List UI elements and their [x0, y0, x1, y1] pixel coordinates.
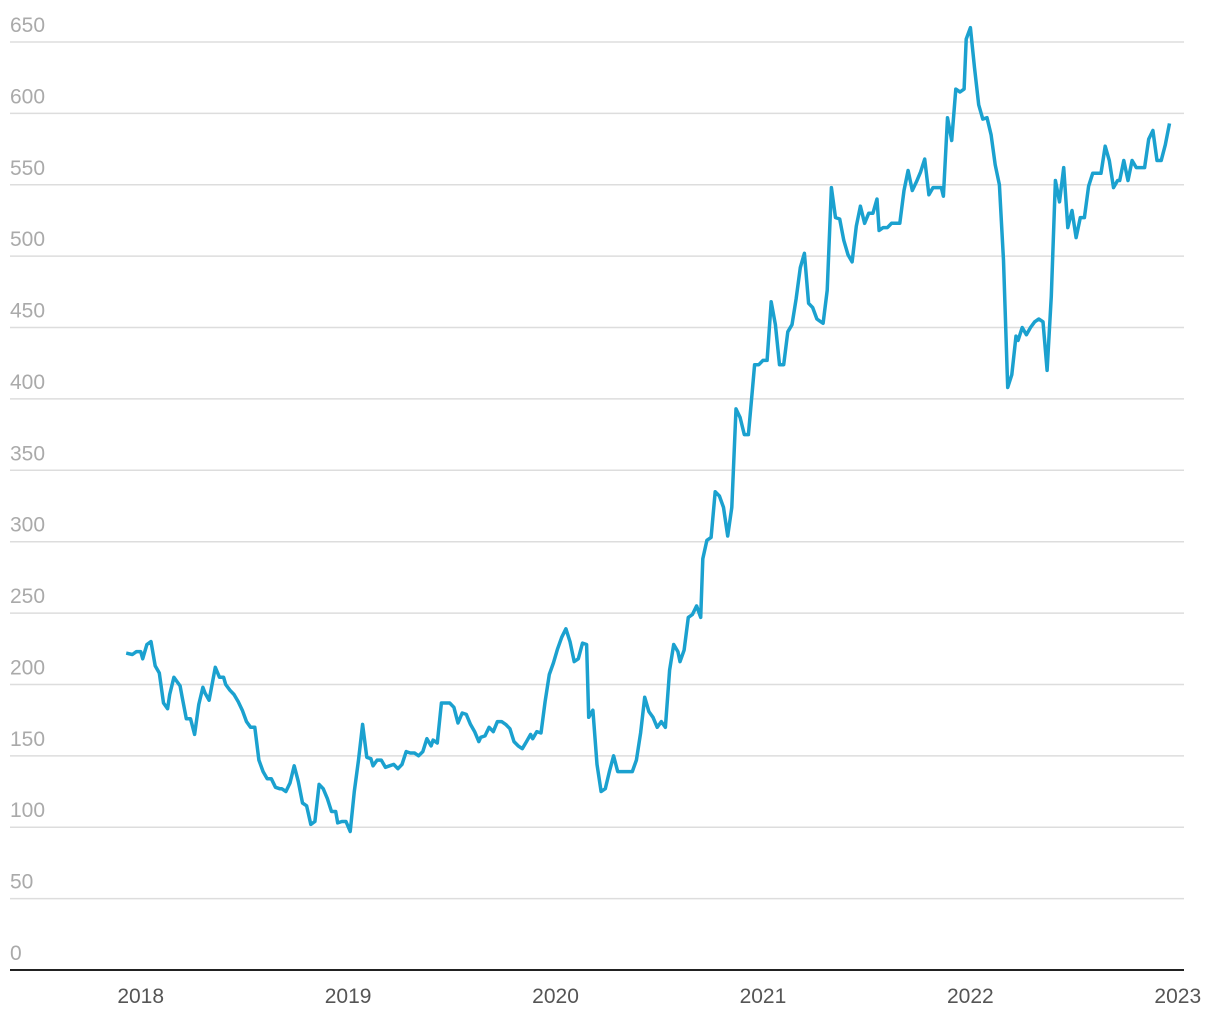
- y-tick-label: 650: [10, 14, 45, 37]
- y-tick-label: 450: [10, 300, 45, 323]
- y-tick-label: 500: [10, 228, 45, 251]
- x-tick-label: 2023: [1154, 985, 1201, 1008]
- x-tick-label: 2019: [325, 985, 372, 1008]
- y-tick-label: 550: [10, 157, 45, 180]
- y-tick-label: 600: [10, 85, 45, 108]
- y-tick-label: 350: [10, 442, 45, 465]
- x-tick-label: 2022: [947, 985, 994, 1008]
- y-tick-label: 150: [10, 728, 45, 751]
- x-tick-label: 2018: [117, 985, 164, 1008]
- y-tick-label: 50: [10, 871, 33, 894]
- x-tick-label: 2021: [740, 985, 787, 1008]
- y-tick-label: 0: [10, 942, 22, 965]
- y-tick-label: 400: [10, 371, 45, 394]
- line: [125, 25, 1172, 834]
- y-tick-label: 100: [10, 799, 45, 822]
- x-tick-label: 2020: [532, 985, 579, 1008]
- y-tick-label: 200: [10, 656, 45, 679]
- y-tick-label: 300: [10, 514, 45, 537]
- y-tick-label: 250: [10, 585, 45, 608]
